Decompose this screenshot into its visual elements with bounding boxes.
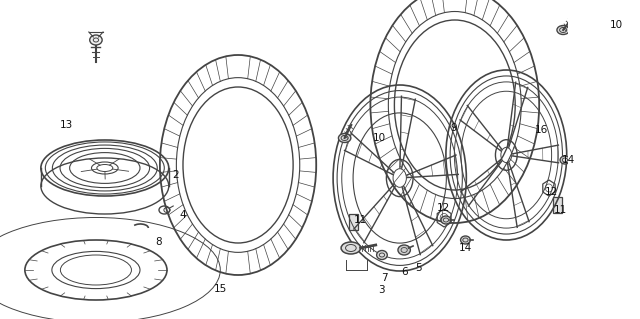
Text: 2: 2	[173, 170, 179, 180]
Ellipse shape	[461, 236, 470, 244]
Text: 12: 12	[545, 187, 558, 197]
Ellipse shape	[441, 216, 451, 224]
Text: 13: 13	[60, 120, 73, 130]
Text: 15: 15	[214, 284, 227, 294]
Text: 10: 10	[610, 20, 623, 30]
Ellipse shape	[557, 26, 570, 34]
Text: 4: 4	[180, 210, 186, 220]
Text: 12: 12	[436, 203, 450, 213]
Ellipse shape	[90, 35, 102, 45]
Text: 8: 8	[155, 237, 161, 247]
Ellipse shape	[376, 250, 387, 259]
Text: 14: 14	[562, 155, 575, 165]
Text: 16: 16	[534, 125, 548, 135]
Ellipse shape	[339, 133, 351, 143]
FancyBboxPatch shape	[554, 197, 563, 213]
Text: 6: 6	[401, 267, 408, 277]
Ellipse shape	[560, 156, 570, 164]
Ellipse shape	[341, 242, 360, 254]
Text: 14: 14	[459, 243, 472, 253]
Text: 11: 11	[354, 215, 367, 225]
Text: 10: 10	[372, 133, 386, 143]
Text: 7: 7	[381, 273, 388, 283]
Text: 5: 5	[415, 263, 422, 273]
Text: 3: 3	[379, 285, 385, 295]
FancyBboxPatch shape	[349, 214, 358, 230]
Text: 9: 9	[451, 123, 457, 133]
Text: 11: 11	[554, 205, 567, 215]
Ellipse shape	[398, 245, 410, 255]
